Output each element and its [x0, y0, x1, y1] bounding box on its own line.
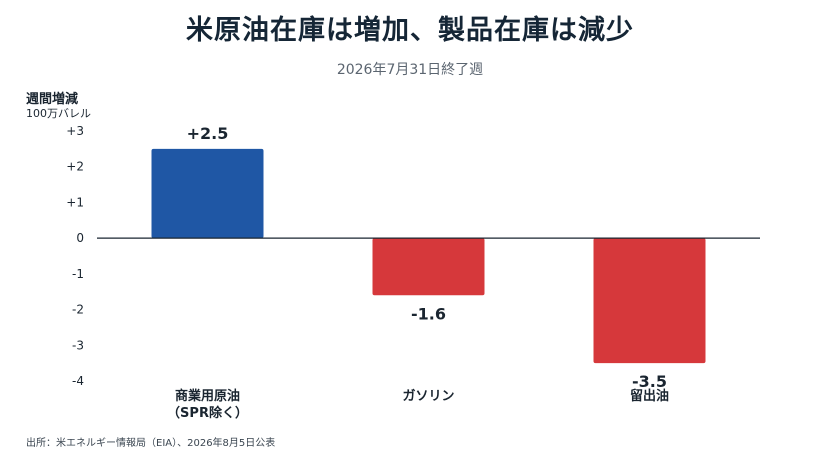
- y-tick-label: -4: [72, 374, 84, 388]
- x-tick-label: 留出油: [630, 388, 669, 404]
- source-note: 出所：米エネルギー情報局（EIA）、2026年8月5日公表: [26, 438, 276, 449]
- y-tick-label: +2: [66, 160, 84, 174]
- x-tick-label: ガソリン: [402, 389, 454, 404]
- y-tick-label: -3: [72, 338, 84, 352]
- y-tick-label: -2: [72, 303, 84, 317]
- data-label: -3.5: [632, 372, 667, 391]
- y-tick-label: +3: [66, 124, 84, 138]
- data-label: +2.5: [187, 124, 229, 143]
- y-tick-label: 0: [76, 231, 84, 245]
- chart-subtitle: 2026年7月31日終了週: [336, 62, 484, 78]
- y-tick-label: -1: [72, 267, 84, 281]
- bar: [593, 238, 706, 364]
- y-axis-unit: 100万バレル: [26, 107, 91, 120]
- x-tick-label: 商業用原油: [175, 388, 240, 404]
- x-tick-label: （SPR除く）: [167, 405, 248, 421]
- chart-title: 米原油在庫は増加、製品在庫は減少: [186, 15, 634, 46]
- y-tick-label: +1: [66, 195, 84, 209]
- data-label: -1.6: [411, 304, 446, 323]
- bar: [151, 148, 264, 239]
- bar: [372, 238, 485, 296]
- y-axis-label: 週間増減: [26, 92, 79, 107]
